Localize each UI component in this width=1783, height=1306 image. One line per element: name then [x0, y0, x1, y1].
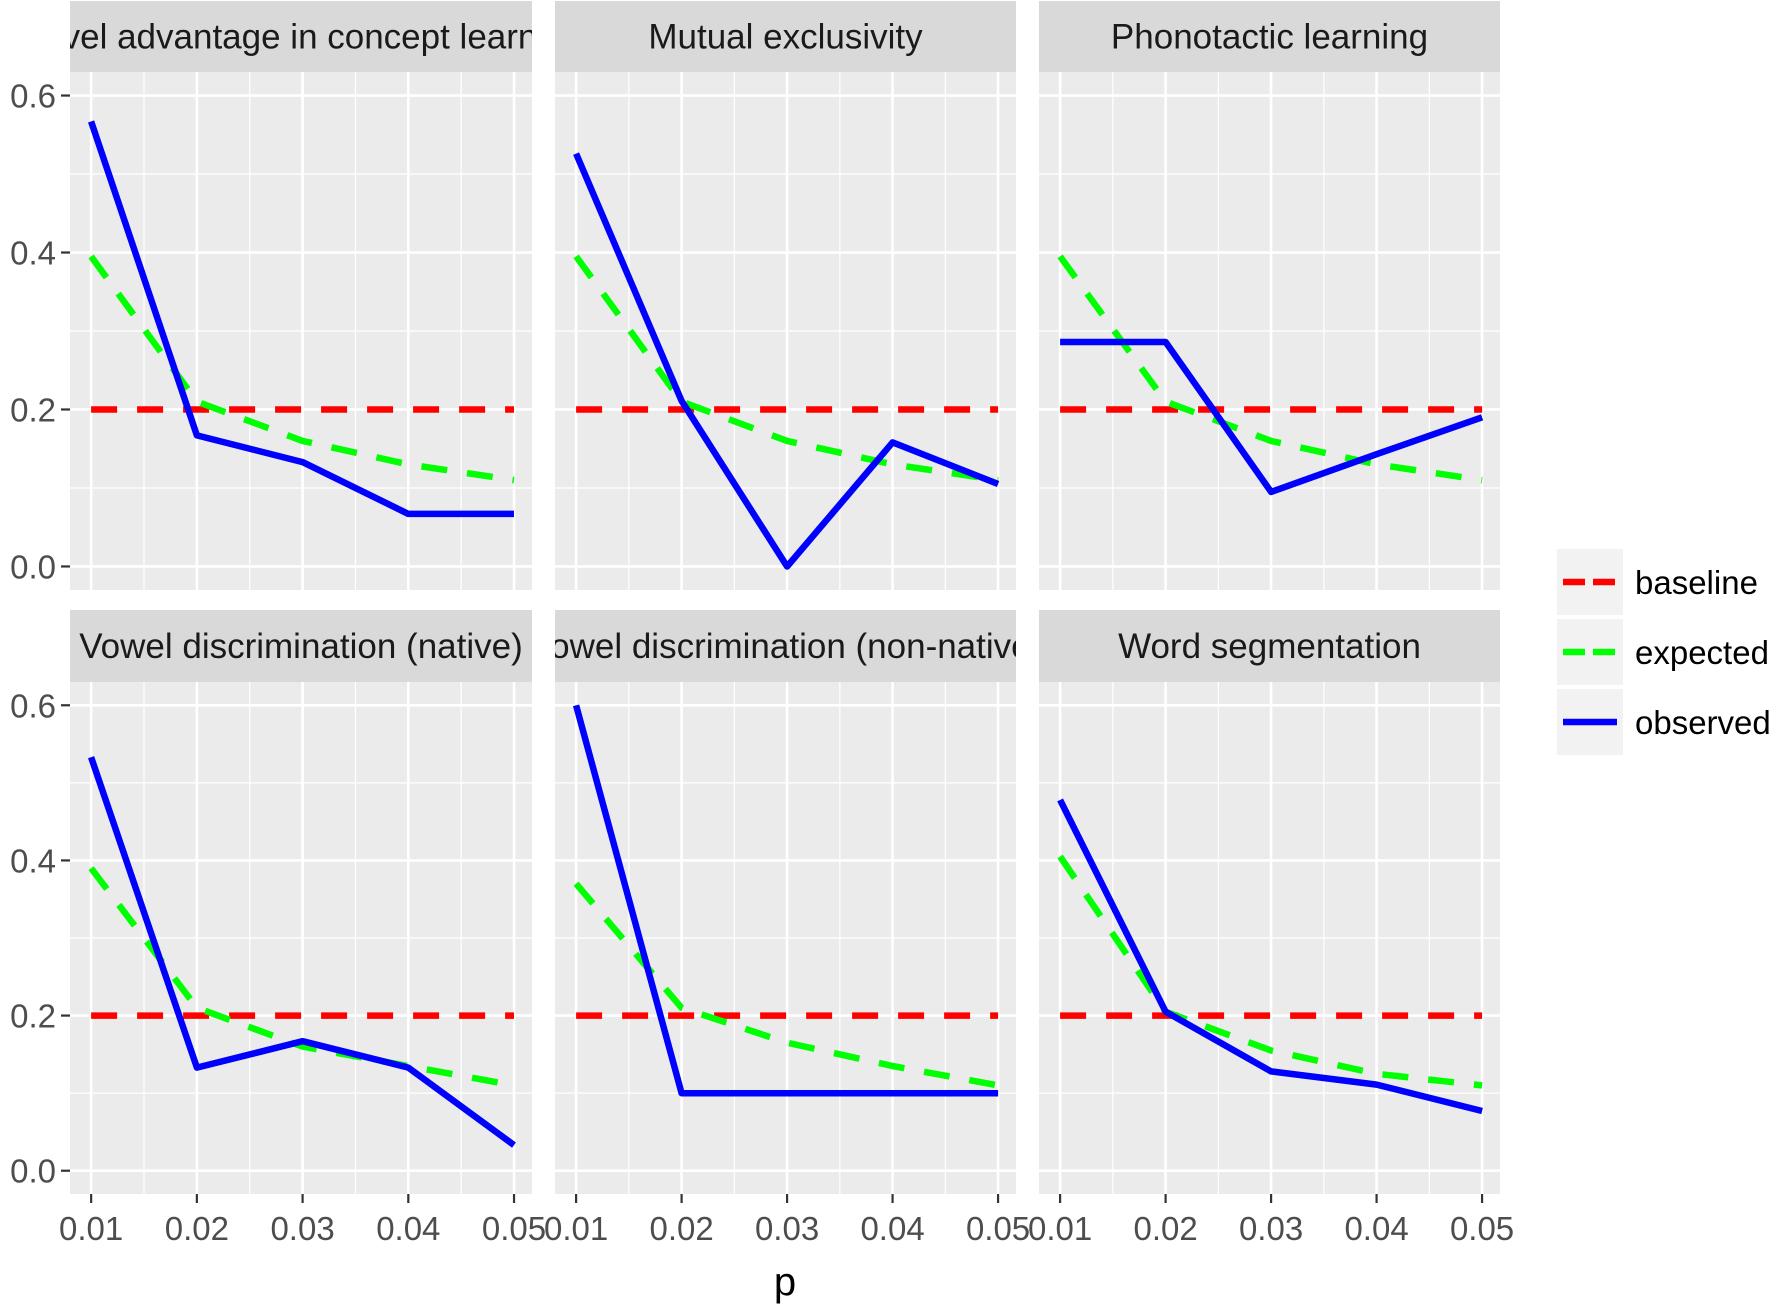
strip-background — [1039, 1, 1500, 72]
series-group — [1057, 798, 1483, 1115]
series-line-expected — [88, 254, 515, 484]
facet-panel: Vowel discrimination (non-native) 0.01 0.0… — [529, 610, 1043, 1247]
y-tick-label: 0.4 — [10, 842, 56, 879]
facet-title: Word segmentation — [1118, 627, 1421, 666]
series-line-observed — [88, 120, 514, 518]
y-tick-label: 0.6 — [10, 687, 56, 724]
legend: baseline expected observed — [1557, 549, 1771, 755]
series-line-observed — [572, 704, 999, 1097]
series-group — [572, 704, 999, 1097]
x-tick-label: 0.02 — [649, 1210, 713, 1247]
strip-background — [1039, 610, 1500, 682]
strip-background — [555, 1, 1016, 72]
series-line-observed — [1057, 798, 1483, 1115]
series-line-expected — [1057, 854, 1483, 1089]
series-line-observed — [573, 152, 1000, 570]
y-tick-label: 0.2 — [10, 998, 56, 1035]
legend-label: observed — [1635, 704, 1771, 741]
x-tick-label: 0.03 — [270, 1210, 334, 1247]
facet-panel: Vowel discrimination (native) 0.0 0.2 0.4 0.… — [10, 610, 546, 1247]
y-tick-label: 0.0 — [10, 548, 56, 585]
x-tick-label: 0.04 — [376, 1210, 440, 1247]
facet-strip: Phonotactic learning — [1039, 1, 1500, 72]
series-group — [573, 152, 1000, 570]
x-tick-label: 0.03 — [755, 1210, 819, 1247]
facet-strip: Vowel discrimination (non-native) — [529, 610, 1043, 682]
y-tick-label: 0.2 — [10, 391, 56, 428]
facet-title: Vowel discrimination (native) — [79, 627, 523, 666]
facet-title: Novel advantage in concept learning — [18, 18, 584, 57]
series-line-expected — [573, 254, 999, 484]
y-tick-label: 0.4 — [10, 235, 56, 272]
facet-panel: Novel advantage in concept learning 0.0 0.… — [10, 1, 584, 590]
strip-background — [70, 610, 532, 682]
facet-title: Vowel discrimination (non-native) — [529, 627, 1043, 666]
y-tick-label: 0.6 — [10, 78, 56, 115]
legend-label: baseline — [1635, 564, 1758, 601]
facet-strip: Word segmentation — [1039, 610, 1500, 682]
x-tick-label: 0.02 — [1133, 1210, 1197, 1247]
facet-strip: Vowel discrimination (native) — [70, 610, 532, 682]
facet-panel: Mutual exclusivity — [555, 1, 1016, 590]
facet-title: Phonotactic learning — [1111, 18, 1428, 57]
x-tick-label: 0.02 — [165, 1210, 229, 1247]
series-line-expected — [1057, 254, 1483, 484]
series-group — [88, 756, 516, 1148]
x-tick-label: 0.04 — [1344, 1210, 1408, 1247]
facet-strip: Novel advantage in concept learning — [18, 1, 584, 72]
series-line-observed — [88, 756, 516, 1148]
strip-background — [555, 610, 1016, 682]
series-line-observed — [1060, 338, 1484, 496]
facet-panel: Word segmentation 0.01 0.02 0.03 0.04 0.05 — [1028, 610, 1514, 1247]
facet-panel: Phonotactic learning — [1039, 1, 1500, 590]
x-tick-label: 0.05 — [966, 1210, 1030, 1247]
x-tick-label: 0.03 — [1239, 1210, 1303, 1247]
x-axis-title: p — [774, 1260, 796, 1304]
series-group — [88, 120, 515, 518]
x-tick-label: 0.05 — [1450, 1210, 1514, 1247]
x-tick-label: 0.01 — [544, 1210, 608, 1247]
facet-title: Mutual exclusivity — [648, 18, 923, 57]
y-tick-label: 0.0 — [10, 1153, 56, 1190]
legend-label: expected — [1635, 634, 1769, 671]
x-tick-label: 0.05 — [482, 1210, 546, 1247]
x-tick-label: 0.01 — [59, 1210, 123, 1247]
facet-strip: Mutual exclusivity — [555, 1, 1016, 72]
series-group — [1057, 254, 1484, 496]
strip-background — [70, 1, 532, 72]
x-tick-label: 0.04 — [860, 1210, 924, 1247]
x-tick-label: 0.01 — [1028, 1210, 1092, 1247]
